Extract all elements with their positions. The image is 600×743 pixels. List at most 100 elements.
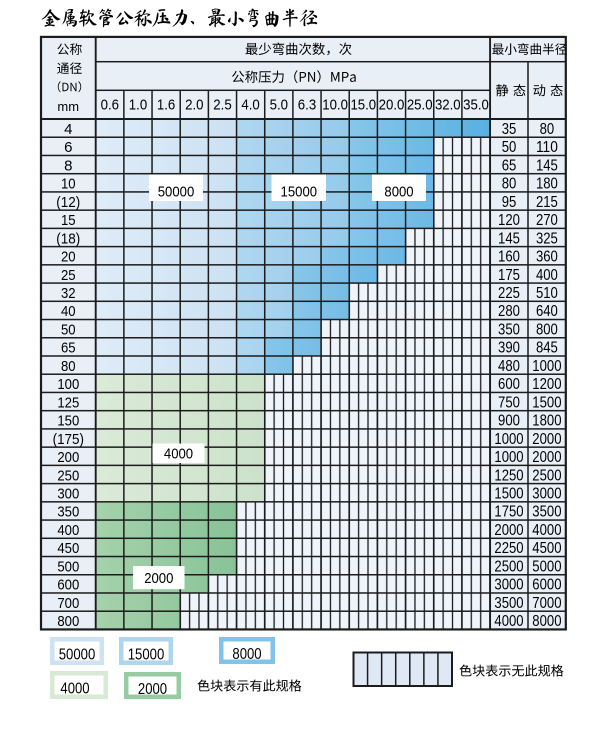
svg-text:mm: mm (57, 99, 79, 114)
svg-text:(12): (12) (56, 194, 80, 211)
svg-text:80: 80 (502, 176, 517, 193)
svg-text:32.0: 32.0 (435, 96, 461, 113)
svg-text:1000: 1000 (532, 358, 561, 375)
svg-text:25: 25 (61, 267, 76, 284)
svg-text:700: 700 (57, 595, 79, 612)
svg-text:390: 390 (498, 340, 520, 357)
svg-text:15.0: 15.0 (350, 96, 376, 113)
svg-text:10.0: 10.0 (322, 96, 348, 113)
svg-text:6000: 6000 (532, 577, 561, 594)
svg-text:2000: 2000 (144, 570, 173, 587)
svg-text:350: 350 (57, 504, 79, 521)
svg-text:8000: 8000 (532, 613, 561, 630)
svg-text:2500: 2500 (532, 467, 561, 484)
svg-text:600: 600 (57, 577, 79, 594)
svg-text:25.0: 25.0 (407, 96, 433, 113)
svg-text:65: 65 (61, 340, 76, 357)
svg-text:150: 150 (57, 413, 79, 430)
svg-text:35: 35 (502, 121, 517, 138)
svg-text:4000: 4000 (494, 613, 523, 630)
svg-text:6: 6 (64, 139, 72, 156)
svg-text:2.0: 2.0 (185, 96, 203, 113)
svg-text:95: 95 (502, 194, 517, 211)
svg-text:800: 800 (57, 613, 79, 630)
svg-text:(175): (175) (53, 431, 84, 448)
svg-text:7000: 7000 (532, 595, 561, 612)
svg-text:3500: 3500 (532, 504, 561, 521)
svg-text:50000: 50000 (59, 646, 96, 663)
svg-text:1.6: 1.6 (157, 96, 175, 113)
svg-text:500: 500 (57, 558, 79, 575)
svg-text:8: 8 (64, 157, 72, 174)
svg-text:600: 600 (498, 376, 520, 393)
svg-text:125: 125 (57, 394, 79, 411)
svg-text:15000: 15000 (128, 646, 165, 663)
svg-text:300: 300 (57, 486, 79, 503)
svg-text:640: 640 (536, 303, 558, 320)
svg-text:3500: 3500 (494, 595, 523, 612)
svg-text:1500: 1500 (532, 394, 561, 411)
svg-text:4000: 4000 (164, 446, 193, 463)
svg-text:1250: 1250 (494, 467, 523, 484)
svg-text:845: 845 (536, 340, 558, 357)
svg-text:480: 480 (498, 358, 520, 375)
svg-text:40: 40 (61, 303, 76, 320)
svg-text:50: 50 (502, 139, 517, 156)
svg-text:8000: 8000 (232, 646, 261, 663)
svg-text:800: 800 (536, 321, 558, 338)
svg-text:450: 450 (57, 540, 79, 557)
svg-text:2000: 2000 (494, 522, 523, 539)
svg-text:35.0: 35.0 (463, 96, 489, 113)
svg-text:8000: 8000 (384, 184, 413, 201)
svg-text:5000: 5000 (532, 558, 561, 575)
svg-text:1.0: 1.0 (129, 96, 147, 113)
svg-text:4500: 4500 (532, 540, 561, 557)
svg-text:2250: 2250 (494, 540, 523, 557)
svg-text:10: 10 (61, 176, 76, 193)
svg-text:180: 180 (536, 176, 558, 193)
svg-text:4000: 4000 (532, 522, 561, 539)
svg-text:100: 100 (57, 376, 79, 393)
svg-text:15: 15 (61, 212, 76, 229)
svg-text:250: 250 (57, 467, 79, 484)
svg-text:1000: 1000 (494, 449, 523, 466)
svg-text:80: 80 (540, 121, 555, 138)
svg-text:1800: 1800 (532, 413, 561, 430)
svg-text:32: 32 (61, 285, 76, 302)
svg-text:(18): (18) (56, 230, 80, 247)
svg-text:2000: 2000 (532, 431, 561, 448)
svg-text:900: 900 (498, 413, 520, 430)
svg-text:20.0: 20.0 (379, 96, 405, 113)
svg-text:360: 360 (536, 249, 558, 266)
svg-text:50: 50 (61, 321, 76, 338)
svg-text:2500: 2500 (494, 558, 523, 575)
svg-text:145: 145 (498, 230, 520, 247)
svg-text:6.3: 6.3 (298, 96, 316, 113)
svg-text:510: 510 (536, 285, 558, 302)
svg-text:325: 325 (536, 230, 558, 247)
svg-text:225: 225 (498, 285, 520, 302)
svg-text:4000: 4000 (60, 680, 89, 697)
svg-text:4: 4 (64, 121, 72, 138)
svg-text:0.6: 0.6 (101, 96, 119, 113)
svg-text:1750: 1750 (494, 504, 523, 521)
svg-text:65: 65 (502, 157, 517, 174)
svg-text:280: 280 (498, 303, 520, 320)
svg-text:270: 270 (536, 212, 558, 229)
svg-text:175: 175 (498, 267, 520, 284)
svg-text:1000: 1000 (494, 431, 523, 448)
svg-text:80: 80 (61, 358, 76, 375)
svg-text:20: 20 (61, 249, 76, 266)
svg-text:2000: 2000 (532, 449, 561, 466)
svg-text:4.0: 4.0 (241, 96, 259, 113)
svg-text:215: 215 (536, 194, 558, 211)
svg-text:15000: 15000 (281, 184, 318, 201)
svg-text:145: 145 (536, 157, 558, 174)
svg-text:400: 400 (536, 267, 558, 284)
svg-text:3000: 3000 (494, 577, 523, 594)
svg-text:2.5: 2.5 (213, 96, 231, 113)
svg-text:50000: 50000 (158, 184, 195, 201)
svg-text:200: 200 (57, 449, 79, 466)
svg-text:350: 350 (498, 321, 520, 338)
svg-text:3000: 3000 (532, 486, 561, 503)
